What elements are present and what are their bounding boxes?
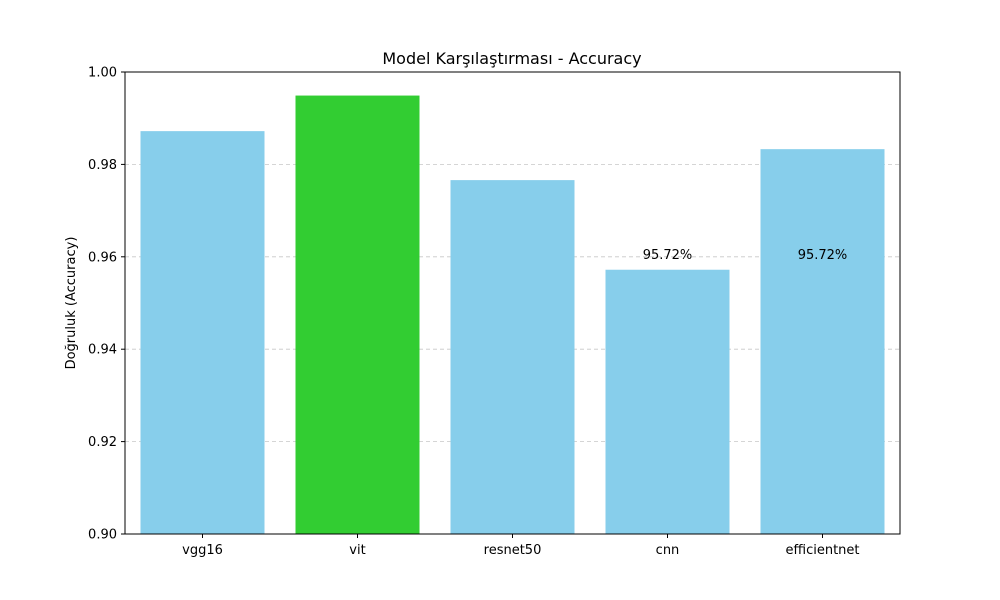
y-tick-label: 0.90 [88, 528, 117, 543]
y-tick-label: 0.98 [88, 158, 117, 173]
chart-title: Model Karşılaştırması - Accuracy [382, 49, 641, 68]
bar-efficientnet [760, 149, 885, 535]
y-axis: 0.90 0.92 0.94 0.96 0.98 1.00 [88, 66, 125, 543]
bar-vgg16 [140, 131, 265, 535]
x-tick-label: vgg16 [182, 543, 223, 558]
annotations: 95.72% 95.72% [643, 248, 848, 263]
y-tick-label: 0.94 [88, 343, 117, 358]
x-tick-label: resnet50 [484, 543, 542, 558]
x-tick-label: cnn [656, 543, 680, 558]
bar-cnn [605, 269, 730, 534]
x-tick-label: efficientnet [786, 543, 860, 558]
bar-vit [295, 95, 420, 534]
data-label-efficientnet: 95.72% [798, 248, 848, 263]
x-axis: vgg16 vit resnet50 cnn efficientnet [182, 534, 860, 558]
x-tick-label: vit [349, 543, 365, 558]
y-axis-label: Doğruluk (Accuracy) [64, 237, 79, 370]
data-label-cnn: 95.72% [643, 248, 693, 263]
y-tick-label: 0.96 [88, 250, 117, 265]
bar-resnet50 [450, 180, 575, 534]
y-tick-label: 0.92 [88, 435, 117, 450]
y-tick-label: 1.00 [88, 66, 117, 81]
bars [140, 95, 885, 535]
